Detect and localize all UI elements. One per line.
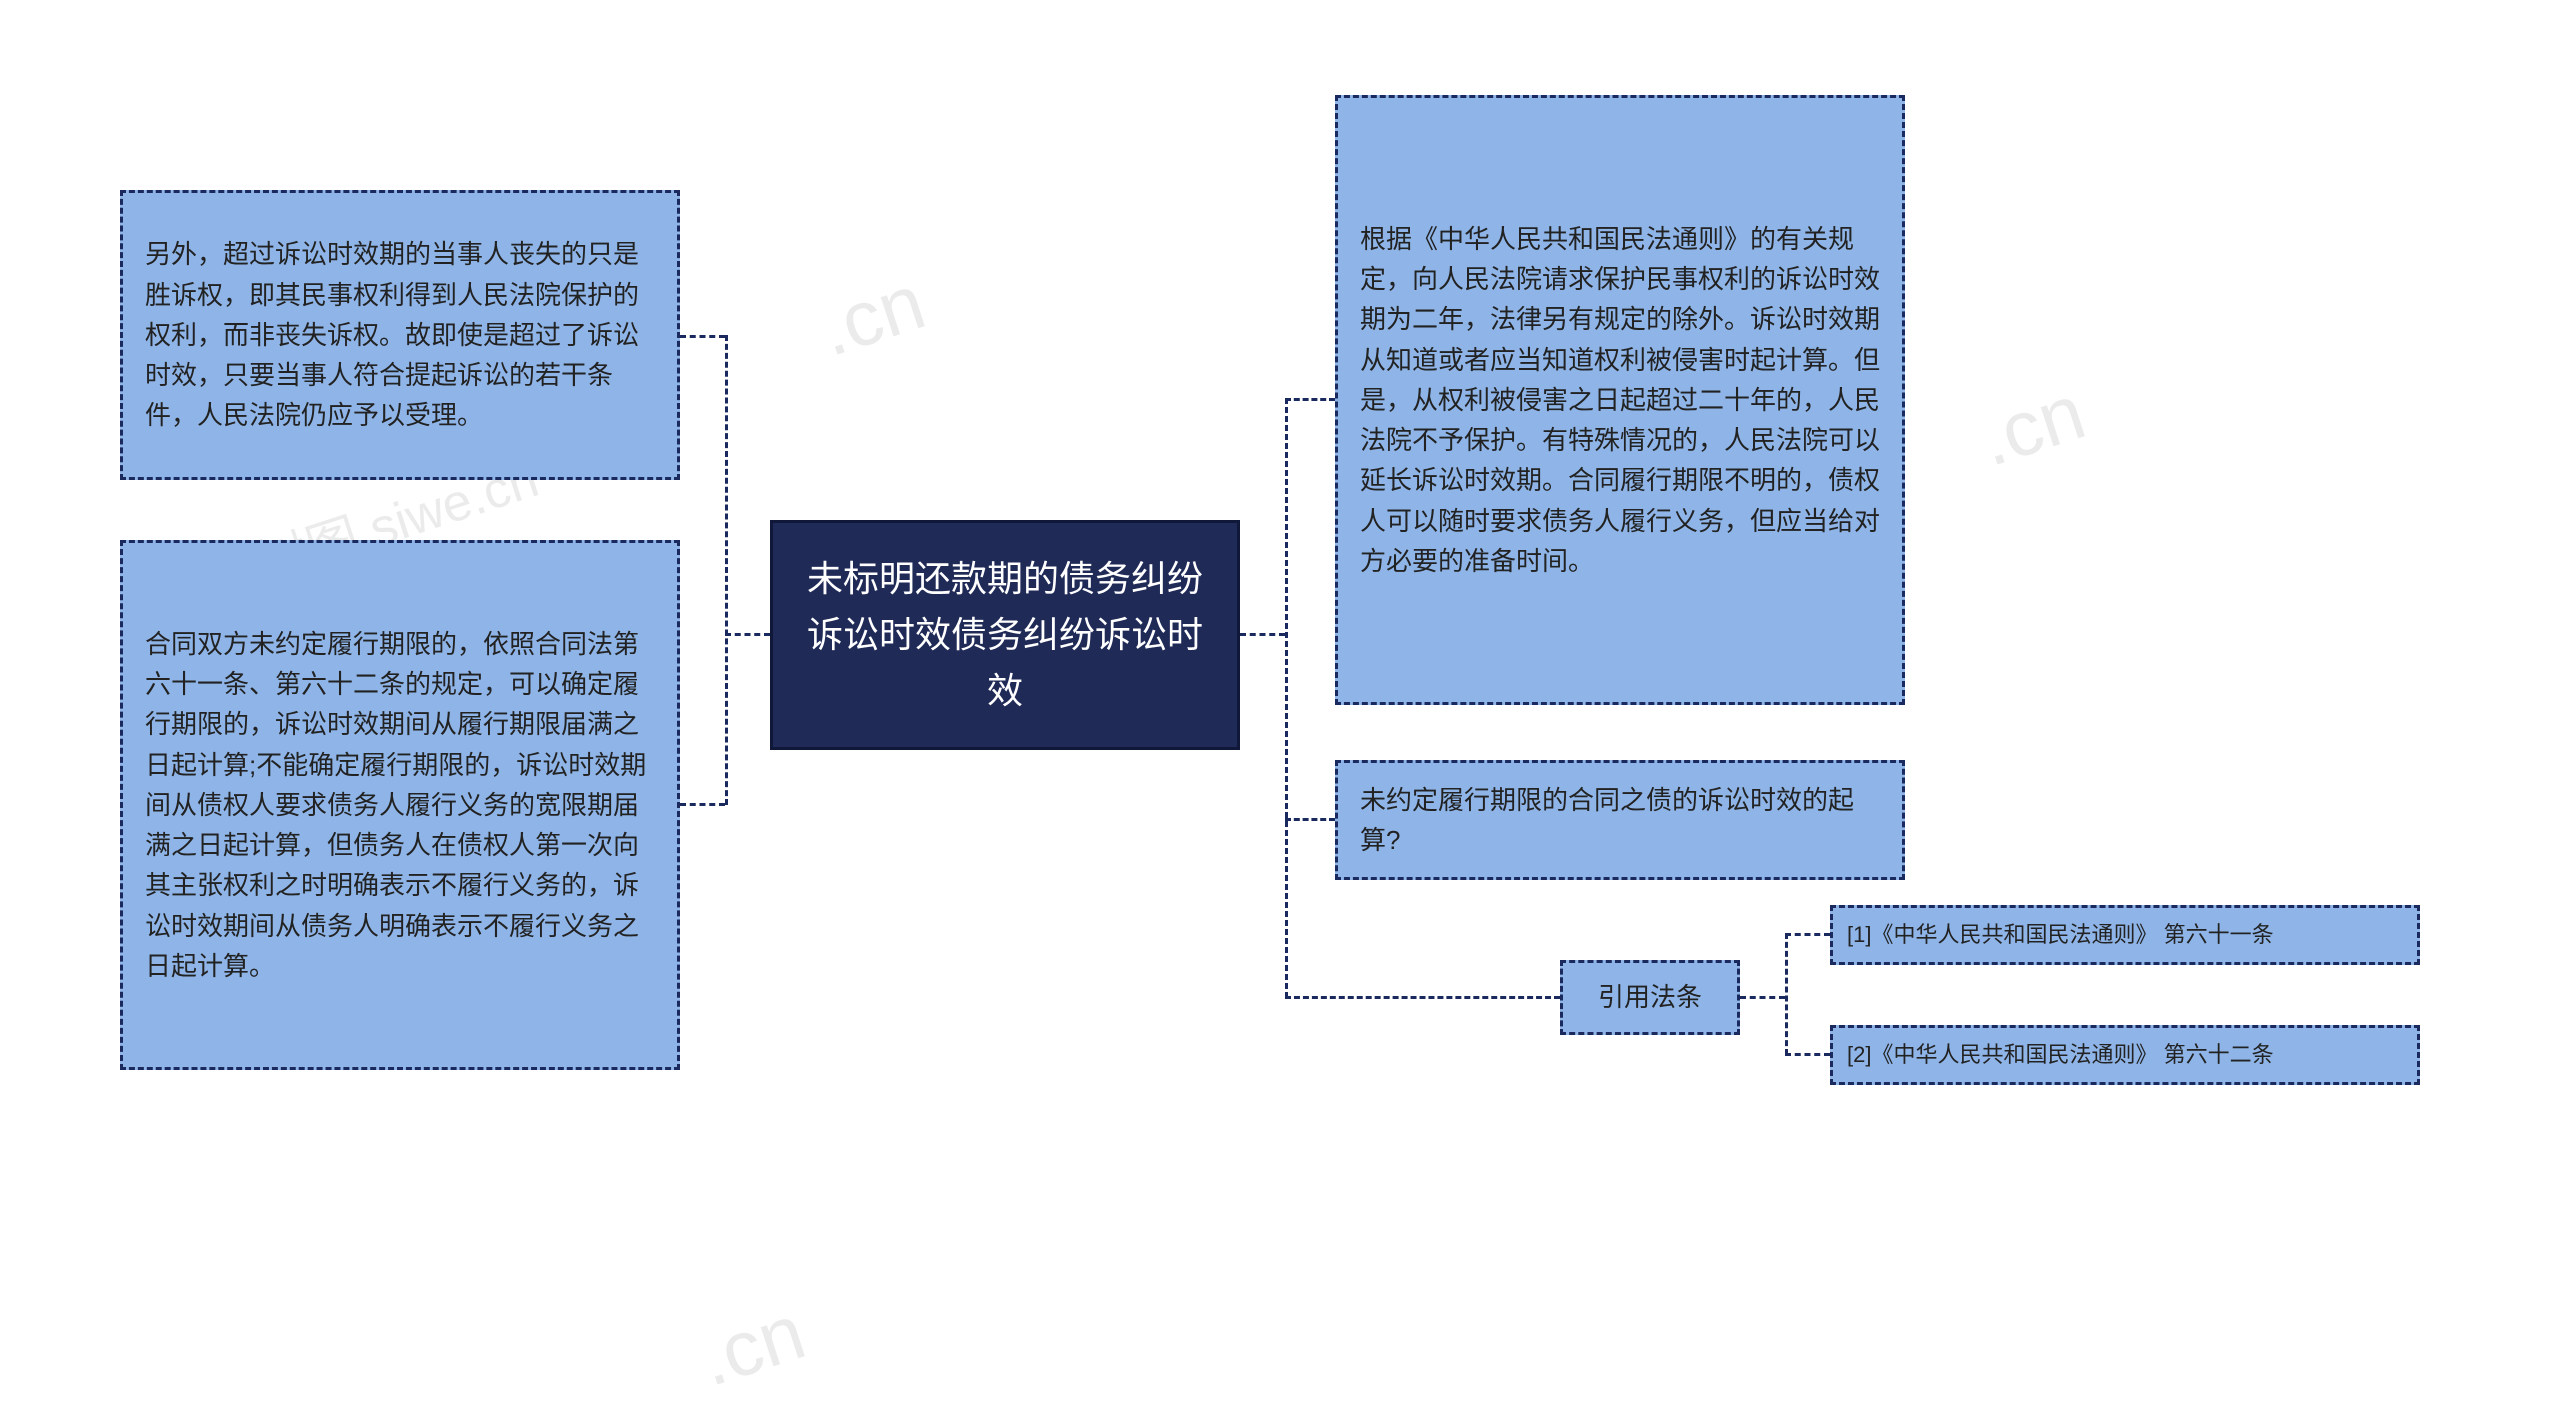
connector <box>1785 933 1830 936</box>
center-node: 未标明还款期的债务纠纷诉讼时效债务纠纷诉讼时效 <box>770 520 1240 750</box>
right-node-1: 根据《中华人民共和国民法通则》的有关规定，向人民法院请求保护民事权利的诉讼时效期… <box>1335 95 1905 705</box>
watermark: .cn <box>808 256 935 375</box>
left-node-1: 另外，超过诉讼时效期的当事人丧失的只是胜诉权，即其民事权利得到人民法院保护的权利… <box>120 190 680 480</box>
node-text: 另外，超过诉讼时效期的当事人丧失的只是胜诉权，即其民事权利得到人民法院保护的权利… <box>123 216 677 453</box>
ref-node-2: [2]《中华人民共和国民法通则》 第六十二条 <box>1830 1025 2420 1085</box>
right-node-3: 引用法条 <box>1560 960 1740 1035</box>
connector <box>1285 818 1335 821</box>
watermark: .cn <box>1968 366 2095 485</box>
connector <box>680 335 725 338</box>
node-text: [2]《中华人民共和国民法通则》 第六十二条 <box>1833 1030 2417 1080</box>
right-node-2: 未约定履行期限的合同之债的诉讼时效的起算? <box>1335 760 1905 880</box>
node-text: 引用法条 <box>1563 967 1737 1027</box>
connector <box>725 633 770 636</box>
node-text: 根据《中华人民共和国民法通则》的有关规定，向人民法院请求保护民事权利的诉讼时效期… <box>1338 201 1902 600</box>
connector <box>1285 996 1560 999</box>
connector <box>1740 996 1785 999</box>
connector <box>680 803 725 806</box>
connector <box>1285 398 1288 998</box>
connector <box>725 335 728 805</box>
connector <box>1785 933 1788 1055</box>
center-title: 未标明还款期的债务纠纷诉讼时效债务纠纷诉讼时效 <box>773 533 1237 736</box>
node-text: 合同双方未约定履行期限的，依照合同法第六十一条、第六十二条的规定，可以确定履行期… <box>123 606 677 1005</box>
ref-node-1: [1]《中华人民共和国民法通则》 第六十一条 <box>1830 905 2420 965</box>
left-node-2: 合同双方未约定履行期限的，依照合同法第六十一条、第六十二条的规定，可以确定履行期… <box>120 540 680 1070</box>
node-text: 未约定履行期限的合同之债的诉讼时效的起算? <box>1338 762 1902 879</box>
watermark: .cn <box>688 1286 815 1404</box>
connector <box>1285 398 1335 401</box>
connector <box>1240 633 1285 636</box>
node-text: [1]《中华人民共和国民法通则》 第六十一条 <box>1833 910 2417 960</box>
connector <box>1785 1053 1830 1056</box>
